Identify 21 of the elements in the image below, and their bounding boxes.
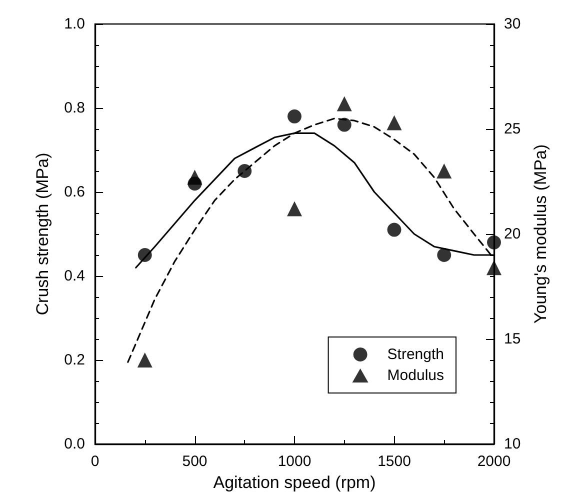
x-tick-label: 0 <box>90 453 100 470</box>
x-tick-label: 2000 <box>477 453 511 470</box>
x-tick-label: 1000 <box>278 453 312 470</box>
y2-tick-label: 25 <box>504 120 521 138</box>
legend-label: Strength <box>387 346 444 363</box>
y2-axis-title: Young's modulus (MPa) <box>531 144 550 324</box>
y-tick-label: 0.0 <box>64 436 85 452</box>
y-tick-label: 0.6 <box>64 184 85 200</box>
y2-tick-label: 20 <box>504 226 521 242</box>
y-tick-label: 0.4 <box>64 268 85 284</box>
y-tick-label: 0.2 <box>64 352 85 368</box>
x-axis-title: Agitation speed (rpm) <box>213 473 376 492</box>
y-axis-title: Crush strength (MPa) <box>33 152 52 316</box>
legend-label: Modulus <box>387 367 444 384</box>
x-tick-label: 1500 <box>378 453 411 470</box>
y-tick-label: 0.8 <box>64 100 85 116</box>
y2-tick-label: 30 <box>504 16 521 32</box>
y2-tick-label: 15 <box>504 330 521 348</box>
x-tick-label: 500 <box>182 453 208 470</box>
y-tick-label: 1.0 <box>64 16 85 32</box>
y2-tick-label: 10 <box>504 436 521 452</box>
